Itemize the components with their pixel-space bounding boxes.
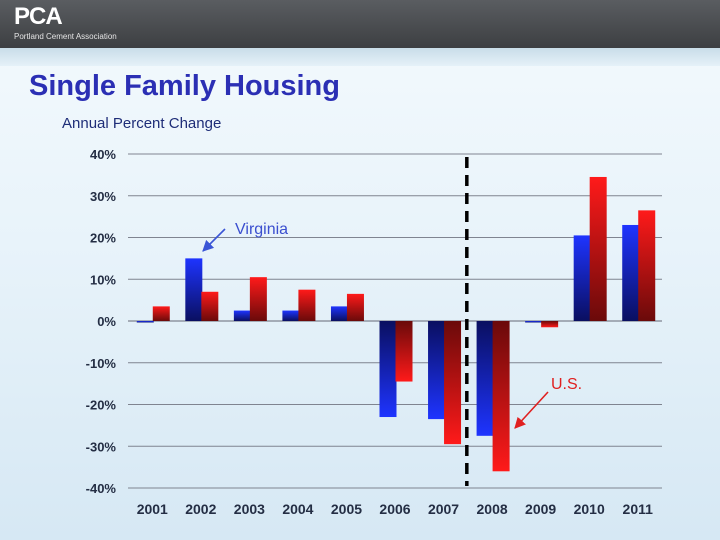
y-tick-label: 40% [90,147,116,162]
bar-virginia-2005 [330,306,348,321]
bar-virginia-2002 [185,258,203,321]
annotation-us: U.S. [551,376,582,393]
bar-virginia-2004 [282,310,300,321]
axis-labels: 40% 30% 20% 10% 0% -10% -20% -30% -40% 2001 2002 20… [86,147,653,517]
y-tick-label: -40% [86,481,117,496]
x-tick-label: 2011 [623,501,654,517]
bar-u-s--2006 [395,321,413,382]
bar-u-s--2010 [589,176,607,321]
y-tick-label: 0% [97,314,116,329]
x-tick-label: 2010 [574,501,605,517]
logo-mark: PCA [14,3,63,30]
bars [136,176,656,472]
bar-u-s--2005 [346,293,364,321]
bar-u-s--2011 [638,210,656,321]
header-divider-strip [0,48,720,66]
annotations: Virginia U.S. [202,221,582,429]
bar-u-s--2001 [152,306,170,321]
x-tick-label: 2003 [234,501,265,517]
y-tick-label: 20% [90,231,116,246]
slide-title: Single Family Housing [29,70,340,102]
bar-u-s--2009 [541,321,559,328]
header-bar: PCA Portland Cement Association [0,0,720,48]
bar-virginia-2003 [233,310,251,321]
logo-subtext: Portland Cement Association [14,32,117,41]
x-tick-label: 2008 [477,501,508,517]
y-tick-label: -10% [86,356,117,371]
bar-u-s--2004 [298,289,316,321]
y-tick-label: 10% [90,272,116,287]
arrow-virginia [202,228,226,252]
chart-subtitle: Annual Percent Change [62,115,222,132]
x-tick-label: 2005 [331,501,362,517]
bar-virginia-2008 [476,321,494,436]
x-tick-label: 2004 [282,501,313,517]
bar-virginia-2001 [136,321,154,323]
bar-virginia-2010 [573,235,591,321]
x-tick-label: 2007 [428,501,459,517]
x-tick-label: 2009 [525,501,556,517]
y-tick-label: 30% [90,189,116,204]
x-tick-label: 2001 [137,501,168,517]
bar-virginia-2006 [379,321,397,418]
bar-virginia-2007 [428,321,446,420]
pca-logo: PCA Portland Cement Association [14,3,117,41]
bar-virginia-2009 [525,321,543,323]
arrow-us [514,391,549,429]
x-tick-label: 2002 [185,501,216,517]
bar-u-s--2003 [249,277,267,321]
bar-u-s--2002 [201,291,219,321]
y-tick-label: -20% [86,398,117,413]
bar-virginia-2011 [622,224,640,321]
bar-u-s--2008 [492,321,510,472]
bar-u-s--2007 [444,321,462,445]
annotation-virginia: Virginia [235,221,288,238]
x-tick-label: 2006 [379,501,410,517]
y-tick-label: -30% [86,439,117,454]
